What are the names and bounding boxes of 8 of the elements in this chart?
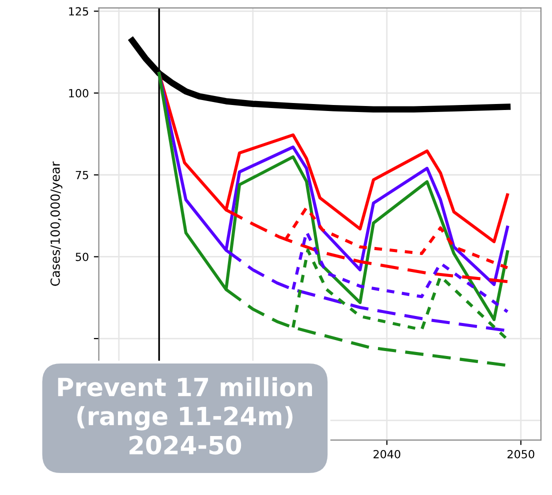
y-tick-label: 125 — [69, 7, 88, 16]
annotation: Prevent 17 million (range 11-24m) 2024-50 — [58, 377, 312, 455]
y-axis-title: Cases/100,000/year — [50, 161, 62, 286]
y-tick-label: 75 — [76, 171, 88, 180]
y-tick-label: 100 — [69, 89, 88, 98]
x-tick-label: 2040 — [374, 450, 400, 458]
x-tick-label: 2050 — [508, 450, 534, 458]
y-tick-label: 50 — [76, 252, 88, 262]
